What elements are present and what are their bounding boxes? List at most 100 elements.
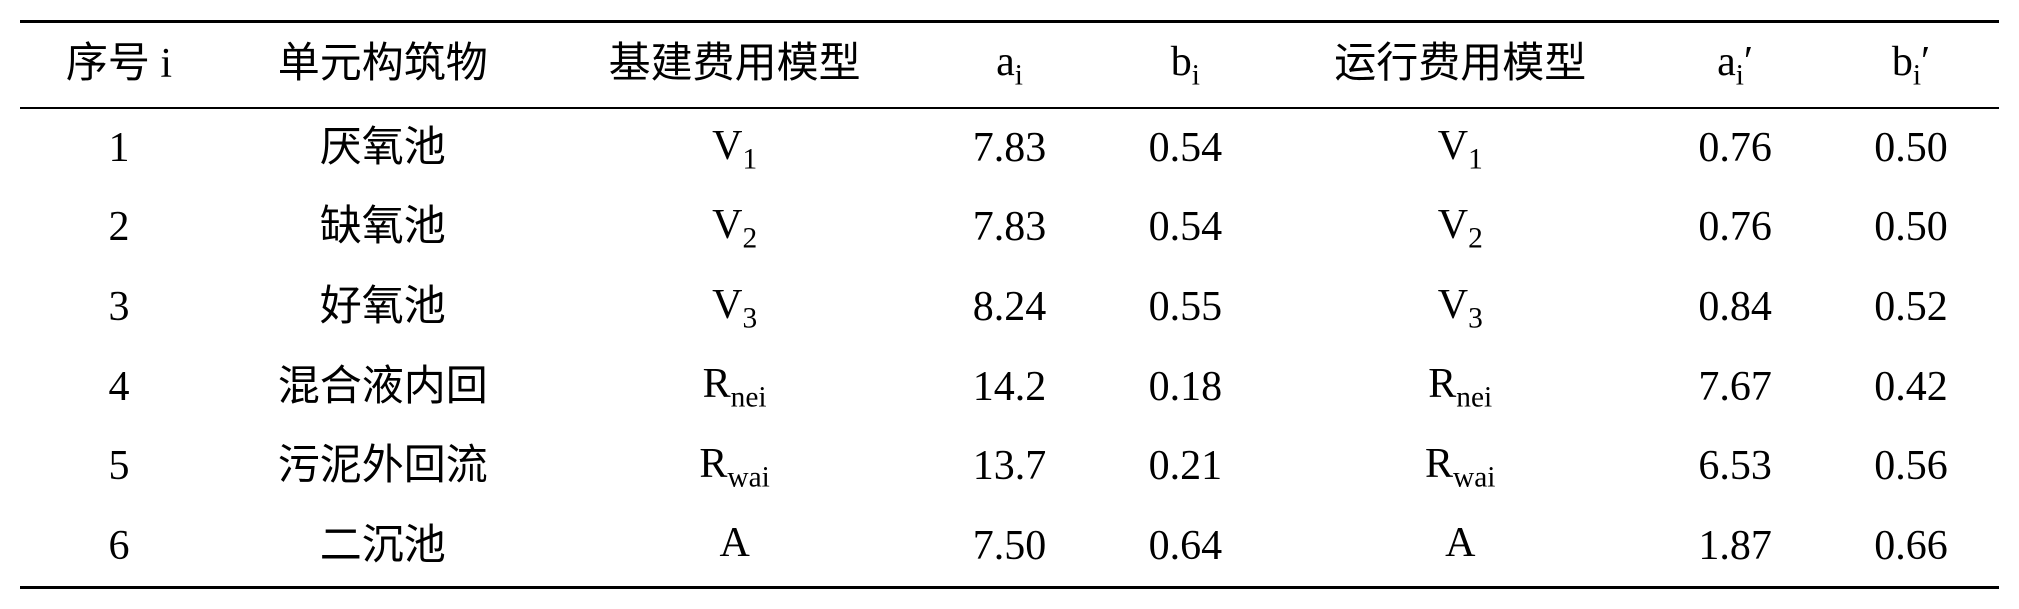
cell-bip: 0.52 — [1823, 268, 1999, 348]
table-row: 2 缺氧池 V2 7.83 0.54 V2 0.76 0.50 — [20, 188, 1999, 268]
cell-op-model: V3 — [1273, 268, 1647, 348]
cell-cap-model: A — [548, 506, 922, 587]
cell-index: 1 — [20, 108, 218, 189]
cell-aip: 6.53 — [1647, 427, 1823, 507]
cell-cap-model: V3 — [548, 268, 922, 348]
col-header-bip-sub: i — [1913, 59, 1921, 91]
cell-op-model: Rwai — [1273, 427, 1647, 507]
cell-bi: 0.18 — [1097, 347, 1273, 427]
table-row: 4 混合液内回 Rnei 14.2 0.18 Rnei 7.67 0.42 — [20, 347, 1999, 427]
cell-bi: 0.64 — [1097, 506, 1273, 587]
cell-unit: 好氧池 — [218, 268, 548, 348]
cell-ai: 14.2 — [922, 347, 1098, 427]
cell-ai: 8.24 — [922, 268, 1098, 348]
cap-model-var: V — [712, 282, 742, 328]
cell-index: 3 — [20, 268, 218, 348]
op-model-var: V — [1438, 123, 1468, 169]
op-model-var: A — [1445, 520, 1475, 566]
col-header-bip-var: b — [1892, 39, 1913, 85]
cell-aip: 1.87 — [1647, 506, 1823, 587]
op-model-sub: 2 — [1468, 222, 1483, 254]
cell-bip: 0.50 — [1823, 108, 1999, 189]
col-header-aip-sub: i — [1736, 59, 1744, 91]
cell-cap-model: Rnei — [548, 347, 922, 427]
cell-unit: 厌氧池 — [218, 108, 548, 189]
table-body: 1 厌氧池 V1 7.83 0.54 V1 0.76 0.50 2 缺氧池 V2… — [20, 108, 1999, 588]
col-header-cap-model: 基建费用模型 — [548, 22, 922, 108]
cell-aip: 0.76 — [1647, 188, 1823, 268]
cell-index: 6 — [20, 506, 218, 587]
cell-unit: 混合液内回 — [218, 347, 548, 427]
col-header-bi: bi — [1097, 22, 1273, 108]
op-model-var: R — [1425, 441, 1453, 487]
cell-cap-model: Rwai — [548, 427, 922, 507]
op-model-sub: 3 — [1468, 302, 1483, 334]
cell-ai: 7.50 — [922, 506, 1098, 587]
cost-model-table-container: 序号 i 单元构筑物 基建费用模型 ai bi 运行费用模型 a — [20, 20, 1999, 589]
cell-op-model: V2 — [1273, 188, 1647, 268]
cell-aip: 7.67 — [1647, 347, 1823, 427]
col-header-bip: bi′ — [1823, 22, 1999, 108]
col-header-aip-var: a — [1717, 39, 1736, 85]
col-header-ai-var: a — [996, 39, 1015, 85]
cap-model-var: A — [719, 520, 749, 566]
cell-unit: 缺氧池 — [218, 188, 548, 268]
op-model-sub: 1 — [1468, 143, 1483, 175]
cell-unit: 污泥外回流 — [218, 427, 548, 507]
cell-ai: 13.7 — [922, 427, 1098, 507]
cell-index: 2 — [20, 188, 218, 268]
cell-op-model: Rnei — [1273, 347, 1647, 427]
col-header-bi-var: b — [1171, 39, 1192, 85]
cap-model-var: R — [699, 441, 727, 487]
cap-model-sub: 3 — [742, 302, 757, 334]
cell-unit: 二沉池 — [218, 506, 548, 587]
cell-bi: 0.21 — [1097, 427, 1273, 507]
table-row: 5 污泥外回流 Rwai 13.7 0.21 Rwai 6.53 0.56 — [20, 427, 1999, 507]
cell-index: 5 — [20, 427, 218, 507]
op-model-var: V — [1438, 282, 1468, 328]
table-row: 6 二沉池 A 7.50 0.64 A 1.87 0.66 — [20, 506, 1999, 587]
cell-aip: 0.84 — [1647, 268, 1823, 348]
cap-model-sub: 1 — [742, 143, 757, 175]
op-model-sub: wai — [1453, 461, 1495, 493]
col-header-index-var: i — [160, 41, 172, 87]
table-header-row: 序号 i 单元构筑物 基建费用模型 ai bi 运行费用模型 a — [20, 22, 1999, 108]
cap-model-sub: 2 — [742, 222, 757, 254]
cell-op-model: V1 — [1273, 108, 1647, 189]
cell-cap-model: V1 — [548, 108, 922, 189]
col-header-op-model-text: 运行费用模型 — [1334, 41, 1586, 87]
col-header-ai: ai — [922, 22, 1098, 108]
col-header-index-text: 序号 — [66, 41, 161, 87]
op-model-sub: nei — [1456, 382, 1492, 414]
table-row: 3 好氧池 V3 8.24 0.55 V3 0.84 0.52 — [20, 268, 1999, 348]
cell-index: 4 — [20, 347, 218, 427]
table-row: 1 厌氧池 V1 7.83 0.54 V1 0.76 0.50 — [20, 108, 1999, 189]
col-header-index: 序号 i — [20, 22, 218, 108]
cell-ai: 7.83 — [922, 188, 1098, 268]
cell-ai: 7.83 — [922, 108, 1098, 189]
cap-model-var: V — [712, 202, 742, 248]
cap-model-var: R — [703, 361, 731, 407]
cell-op-model: A — [1273, 506, 1647, 587]
cap-model-sub: nei — [731, 382, 767, 414]
cap-model-var: V — [712, 123, 742, 169]
col-header-bip-post: ′ — [1921, 39, 1930, 85]
cell-bi: 0.54 — [1097, 188, 1273, 268]
cell-aip: 0.76 — [1647, 108, 1823, 189]
cell-bi: 0.54 — [1097, 108, 1273, 189]
op-model-var: R — [1428, 361, 1456, 407]
col-header-cap-model-text: 基建费用模型 — [609, 41, 861, 87]
col-header-ai-sub: i — [1015, 59, 1023, 91]
cell-bip: 0.66 — [1823, 506, 1999, 587]
col-header-unit-text: 单元构筑物 — [278, 41, 488, 87]
col-header-bi-sub: i — [1192, 59, 1200, 91]
cap-model-sub: wai — [727, 461, 769, 493]
col-header-aip: ai′ — [1647, 22, 1823, 108]
cell-cap-model: V2 — [548, 188, 922, 268]
op-model-var: V — [1438, 202, 1468, 248]
cell-bip: 0.50 — [1823, 188, 1999, 268]
col-header-unit: 单元构筑物 — [218, 22, 548, 108]
cost-model-table: 序号 i 单元构筑物 基建费用模型 ai bi 运行费用模型 a — [20, 20, 1999, 589]
cell-bi: 0.55 — [1097, 268, 1273, 348]
cell-bip: 0.42 — [1823, 347, 1999, 427]
